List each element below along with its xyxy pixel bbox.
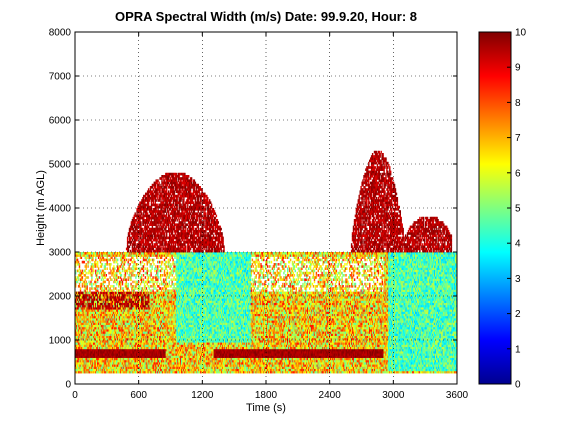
heatmap-cell [110, 285, 111, 288]
heatmap-cell [151, 265, 152, 268]
heatmap-cell [153, 263, 154, 266]
heatmap-cell [162, 261, 163, 264]
heatmap-cell [159, 283, 160, 286]
heatmap-cell [144, 263, 145, 266]
chart-title: OPRA Spectral Width (m/s) Date: 99.9.20,… [115, 9, 417, 24]
heatmap-cell [99, 276, 100, 279]
heatmap-cell [136, 267, 137, 270]
heatmap-cell [91, 283, 92, 286]
heatmap-cell [92, 287, 93, 290]
heatmap-cell [102, 263, 103, 266]
heatmap-cell [111, 278, 112, 281]
heatmap-cell [130, 283, 131, 286]
heatmap-cell [159, 261, 160, 264]
heatmap-cell [113, 285, 114, 288]
heatmap-cell [145, 267, 146, 270]
heatmap-cell [150, 285, 151, 288]
heatmap-cell [153, 281, 154, 284]
heatmap-cell [82, 276, 83, 279]
heatmap-cell [140, 261, 141, 264]
heatmap-cell [84, 261, 85, 264]
heatmap-cell [97, 261, 98, 264]
heatmap-cell [128, 283, 129, 286]
heatmap-cell [162, 267, 163, 270]
heatmap-cell [98, 285, 99, 288]
heatmap-cell [148, 270, 149, 273]
heatmap-cell [129, 263, 130, 266]
heatmap-cell [137, 259, 138, 262]
heatmap-cell [143, 274, 144, 277]
heatmap-cell [126, 278, 127, 281]
heatmap-cell [86, 272, 87, 275]
heatmap-cell [153, 259, 154, 262]
heatmap-cell [166, 261, 167, 264]
heatmap-cell [98, 267, 99, 270]
heatmap-cell [174, 261, 175, 264]
heatmap-cell [157, 265, 158, 268]
heatmap-cell [145, 276, 146, 279]
heatmap-cell [128, 259, 129, 262]
heatmap-cell [87, 276, 88, 279]
heatmap-cell [87, 283, 88, 286]
heatmap-cell [79, 263, 80, 266]
heatmap-cell [150, 259, 151, 262]
heatmap-cell [80, 287, 81, 290]
heatmap-cell [107, 267, 108, 270]
heatmap-cell [143, 278, 144, 281]
heatmap-cell [152, 276, 153, 279]
heatmap-cell [172, 259, 173, 262]
heatmap-cell [89, 287, 90, 290]
heatmap-cell [105, 281, 106, 284]
heatmap-cell [126, 259, 127, 262]
heatmap-cell [167, 270, 168, 273]
heatmap-cell [93, 270, 94, 273]
heatmap-cell [110, 263, 111, 266]
heatmap-cell [86, 263, 87, 266]
heatmap-cell [89, 261, 90, 264]
heatmap-cell [137, 263, 138, 266]
heatmap-cell [123, 287, 124, 290]
heatmap-cell [166, 265, 167, 268]
heatmap-cell [108, 281, 109, 284]
heatmap-cell [132, 281, 133, 284]
heatmap-cell [117, 263, 118, 266]
heatmap-cell [169, 281, 170, 284]
heatmap-cell [158, 276, 159, 279]
heatmap-cell [106, 274, 107, 277]
heatmap-cell [121, 274, 122, 277]
heatmap-cell [162, 274, 163, 277]
heatmap-cell [114, 267, 115, 270]
heatmap-cell [141, 274, 142, 277]
heatmap-cell [108, 272, 109, 275]
heatmap-cell [117, 259, 118, 262]
